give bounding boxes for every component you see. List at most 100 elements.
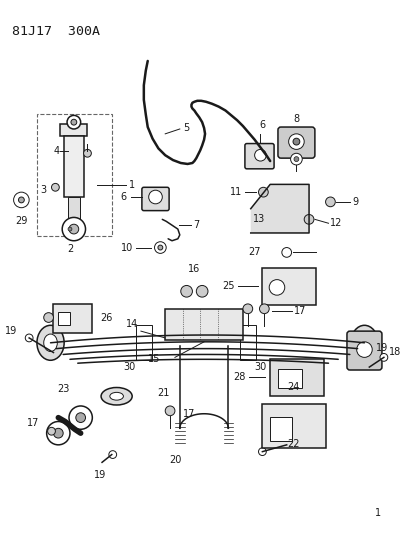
Circle shape [282, 247, 292, 257]
Text: 26: 26 [100, 312, 112, 322]
Text: 14: 14 [126, 319, 138, 329]
Circle shape [289, 134, 304, 149]
Text: 6: 6 [259, 120, 266, 130]
Bar [278, 369, 302, 389]
Bar [240, 325, 256, 360]
Circle shape [54, 429, 63, 438]
FancyBboxPatch shape [347, 331, 382, 370]
Circle shape [71, 119, 77, 125]
Text: 1: 1 [129, 180, 135, 190]
Circle shape [380, 353, 388, 361]
Bar [60, 124, 88, 136]
Bar [68, 197, 80, 221]
Text: 24: 24 [287, 382, 300, 392]
Text: 28: 28 [234, 372, 246, 382]
Text: 18: 18 [389, 346, 400, 357]
Circle shape [84, 149, 91, 157]
Bar [58, 312, 70, 325]
Text: 9: 9 [353, 197, 359, 207]
Bar [37, 115, 112, 236]
Text: 17: 17 [183, 409, 195, 419]
Text: 2: 2 [67, 244, 73, 254]
Text: 81J17  300A: 81J17 300A [12, 25, 100, 38]
Text: 11: 11 [230, 187, 242, 197]
Bar [64, 136, 84, 197]
Ellipse shape [37, 325, 64, 360]
Text: 7: 7 [194, 220, 200, 230]
Bar [165, 309, 243, 340]
Circle shape [44, 313, 54, 322]
Circle shape [69, 406, 92, 429]
Circle shape [243, 304, 253, 313]
Circle shape [255, 149, 266, 161]
Circle shape [109, 451, 117, 458]
FancyBboxPatch shape [278, 127, 315, 158]
Circle shape [165, 406, 175, 416]
Circle shape [269, 280, 285, 295]
FancyBboxPatch shape [262, 268, 316, 305]
Circle shape [326, 197, 335, 207]
Text: 21: 21 [158, 389, 170, 398]
Text: 3: 3 [40, 185, 47, 195]
FancyBboxPatch shape [262, 404, 326, 448]
Circle shape [48, 427, 55, 435]
Text: 25: 25 [223, 281, 235, 292]
Text: 20: 20 [169, 455, 181, 465]
Text: 15: 15 [148, 354, 160, 365]
Circle shape [154, 242, 166, 253]
Circle shape [14, 192, 29, 208]
Text: 30: 30 [124, 362, 136, 372]
Circle shape [196, 286, 208, 297]
Ellipse shape [358, 334, 371, 352]
Bar [270, 359, 324, 396]
Ellipse shape [44, 334, 57, 352]
Text: 19: 19 [5, 326, 18, 336]
Circle shape [293, 138, 300, 145]
Text: 5: 5 [183, 123, 189, 133]
Circle shape [294, 157, 299, 161]
Text: 1: 1 [375, 508, 381, 518]
FancyBboxPatch shape [245, 143, 274, 169]
Text: 19: 19 [94, 470, 106, 480]
Bar [270, 417, 292, 441]
Circle shape [181, 286, 192, 297]
Text: 16: 16 [188, 264, 200, 274]
Bar [136, 325, 152, 360]
Ellipse shape [110, 392, 124, 400]
Circle shape [260, 304, 269, 313]
Circle shape [290, 154, 302, 165]
Circle shape [25, 334, 33, 342]
Text: 4: 4 [53, 147, 59, 156]
Circle shape [304, 214, 314, 224]
Circle shape [158, 245, 163, 250]
Text: 29: 29 [15, 216, 28, 227]
Text: 23: 23 [57, 384, 69, 394]
Text: 10: 10 [121, 243, 133, 253]
Ellipse shape [101, 387, 132, 405]
Circle shape [68, 227, 72, 231]
Circle shape [52, 183, 59, 191]
Polygon shape [251, 184, 309, 233]
Text: 13: 13 [253, 214, 265, 224]
Text: 17: 17 [26, 418, 39, 429]
Circle shape [149, 190, 162, 204]
Text: 17: 17 [294, 306, 306, 316]
Text: 22: 22 [288, 439, 300, 449]
Circle shape [258, 187, 268, 197]
FancyBboxPatch shape [54, 304, 92, 333]
Circle shape [258, 448, 266, 456]
Circle shape [357, 342, 372, 357]
Text: 19: 19 [376, 343, 388, 353]
Text: 8: 8 [293, 114, 300, 124]
Text: 27: 27 [248, 247, 260, 257]
Text: 30: 30 [255, 362, 267, 372]
Circle shape [47, 422, 70, 445]
Text: 6: 6 [120, 192, 126, 202]
Circle shape [62, 217, 86, 241]
Text: 12: 12 [330, 218, 343, 228]
FancyBboxPatch shape [142, 187, 169, 211]
Ellipse shape [351, 325, 378, 360]
Circle shape [18, 197, 24, 203]
Circle shape [67, 115, 81, 129]
Circle shape [76, 413, 86, 423]
